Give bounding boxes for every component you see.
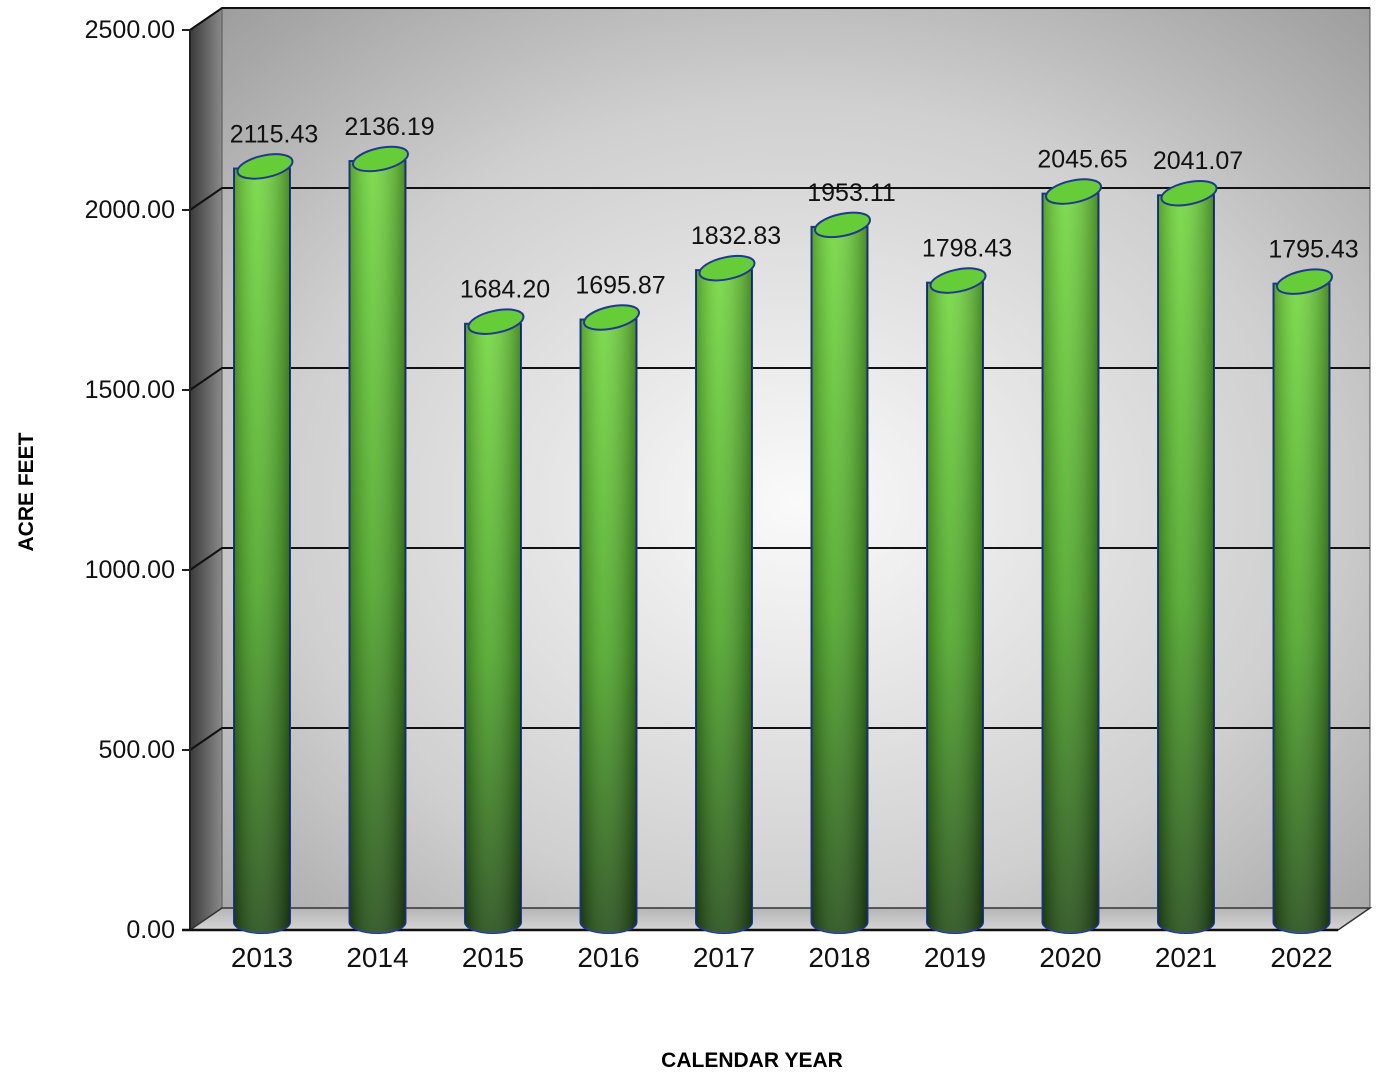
x-tick-label: 2013 xyxy=(231,942,293,973)
y-tick-label: 0.00 xyxy=(126,916,175,944)
bar-top xyxy=(814,211,871,239)
bar xyxy=(926,267,987,934)
bar xyxy=(695,254,756,934)
data-label: 1832.83 xyxy=(691,222,781,250)
bar-top xyxy=(467,308,525,335)
gridline xyxy=(189,367,1370,391)
x-tick-label: 2021 xyxy=(1155,942,1217,973)
bar xyxy=(233,153,294,934)
x-tick-label: 2014 xyxy=(346,942,408,973)
data-label: 2136.19 xyxy=(344,113,434,141)
bar-shade xyxy=(927,282,983,933)
data-label: 1695.87 xyxy=(575,271,665,299)
bars xyxy=(233,145,1333,934)
x-tick-label: 2019 xyxy=(924,942,986,973)
bar xyxy=(348,145,409,934)
bar xyxy=(1041,178,1102,934)
bar-shade xyxy=(696,270,752,933)
y-axis-title: ACRE FEET xyxy=(15,432,38,551)
bar-shade xyxy=(465,323,521,933)
x-tick-label: 2022 xyxy=(1270,942,1332,973)
bar xyxy=(810,211,871,934)
bar xyxy=(1157,179,1218,934)
x-tick-label: 2017 xyxy=(693,942,755,973)
data-label: 1795.43 xyxy=(1268,236,1358,264)
bar-shade xyxy=(580,319,637,933)
y-tick-label: 2000.00 xyxy=(85,196,175,224)
y-tick-label: 1000.00 xyxy=(85,556,175,584)
data-label: 1798.43 xyxy=(922,235,1012,263)
bar-top xyxy=(929,267,987,294)
bar xyxy=(579,304,640,934)
data-label: 1953.11 xyxy=(807,179,896,207)
x-axis-ticks: 2013 2014 2015 2016 2017 2018 2019 2020 2021 2022 xyxy=(231,942,1333,973)
y-tick-label: 500.00 xyxy=(99,736,175,764)
gridlines xyxy=(189,7,1370,751)
bar-top xyxy=(1160,179,1218,207)
bar-shade xyxy=(811,226,868,934)
bar-top xyxy=(1045,178,1102,205)
side-wall xyxy=(190,8,222,930)
bar-top xyxy=(236,153,294,180)
data-label: 1684.20 xyxy=(460,276,550,304)
x-axis-title: CALENDAR YEAR xyxy=(661,1049,843,1072)
bar-shade xyxy=(234,168,290,934)
y-axis-ticks: 0.00 500.00 1000.00 1500.00 2000.00 2500.00 xyxy=(85,16,190,944)
data-labels: 2115.43 2136.19 1684.20 1695.87 1832.83 1953.… xyxy=(230,113,1359,304)
gridline xyxy=(189,547,1370,571)
y-tick-label: 2500.00 xyxy=(85,16,175,44)
bar xyxy=(1272,268,1333,934)
bar-shade xyxy=(1042,193,1099,934)
data-label: 2115.43 xyxy=(230,120,319,148)
y-tick-label: 1500.00 xyxy=(85,376,175,404)
bar-shade xyxy=(1273,283,1330,933)
gridline xyxy=(189,7,1370,31)
bar-top xyxy=(1276,268,1333,295)
x-tick-label: 2016 xyxy=(577,942,639,973)
gridline xyxy=(189,727,1370,751)
bar-shade xyxy=(1158,195,1214,934)
bar-top xyxy=(698,254,756,282)
gridline xyxy=(189,187,1370,211)
x-tick-label: 2020 xyxy=(1039,942,1101,973)
data-label: 2045.65 xyxy=(1037,146,1127,174)
x-tick-label: 2015 xyxy=(462,942,524,973)
bar-top xyxy=(583,304,640,331)
data-label: 2041.07 xyxy=(1153,147,1243,175)
bar-top xyxy=(352,145,409,173)
bar-shade xyxy=(349,160,406,933)
bar xyxy=(464,308,525,934)
x-tick-label: 2018 xyxy=(808,942,870,973)
